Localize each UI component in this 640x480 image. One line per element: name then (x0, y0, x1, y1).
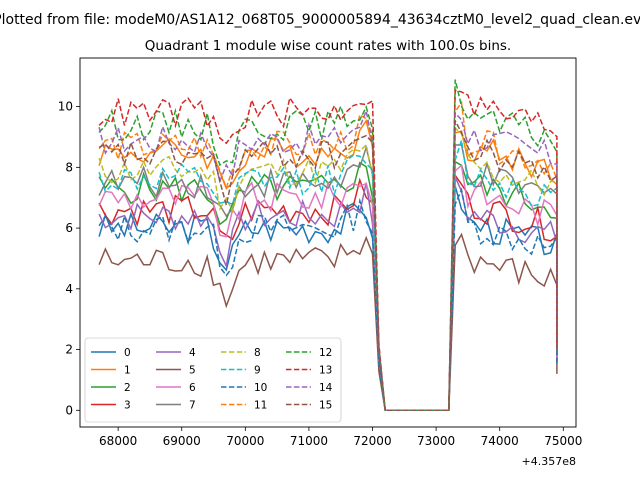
series-line-14 (98, 108, 558, 412)
series-line-0 (98, 185, 558, 412)
legend-label-1: 1 (124, 365, 131, 377)
legend-label-3: 3 (124, 400, 131, 412)
series-line-1 (98, 118, 558, 412)
x-tick-label: 72000 (353, 434, 391, 448)
series-lines (98, 79, 558, 412)
legend-label-14: 14 (319, 382, 333, 394)
legend-label-5: 5 (189, 365, 196, 377)
legend-label-2: 2 (124, 382, 131, 394)
y-tick-label: 10 (58, 100, 73, 114)
x-axis: 68000 69000 70000 71000 72000 73000 74000 75000 (99, 427, 582, 448)
x-tick-label: 71000 (290, 434, 328, 448)
legend-label-6: 6 (189, 382, 196, 394)
x-tick-label: 70000 (226, 434, 264, 448)
series-line-5 (98, 232, 558, 412)
legend-label-13: 13 (319, 365, 332, 377)
x-tick-label: 73000 (417, 434, 455, 448)
series-line-10 (98, 187, 558, 412)
y-tick-label: 8 (65, 160, 73, 174)
legend-box (84, 337, 342, 423)
legend-label-9: 9 (254, 365, 261, 377)
x-axis-offset-label: +4.357e8 (522, 455, 576, 468)
chart-title: Quadrant 1 module wise count rates with … (145, 38, 511, 54)
series-line-4 (98, 176, 558, 412)
figure-suptitle: Plotted from file: modeM0/AS1A12_068T05_… (0, 12, 640, 28)
series-line-3 (98, 173, 558, 412)
legend-label-0: 0 (124, 347, 131, 359)
x-tick-label: 68000 (99, 434, 137, 448)
legend-label-4: 4 (189, 347, 196, 359)
x-tick-label: 74000 (481, 434, 519, 448)
series-line-15 (98, 120, 558, 412)
y-tick-label: 2 (65, 343, 73, 357)
legend-label-12: 12 (319, 347, 332, 359)
series-line-8 (98, 126, 558, 412)
y-tick-label: 0 (65, 403, 73, 417)
legend-label-11: 11 (254, 400, 267, 412)
legend-label-7: 7 (189, 400, 196, 412)
series-line-2 (98, 160, 558, 412)
series-line-6 (98, 163, 558, 412)
plot-area-frame (79, 57, 577, 428)
series-line-13 (98, 89, 558, 412)
y-axis: 0 2 4 6 8 10 (58, 100, 80, 417)
legend-label-8: 8 (254, 347, 261, 359)
y-tick-label: 4 (65, 282, 73, 296)
legend-label-15: 15 (319, 400, 332, 412)
series-line-9 (98, 140, 558, 412)
x-tick-label: 69000 (163, 434, 201, 448)
x-tick-label: 75000 (544, 434, 582, 448)
y-tick-label: 6 (65, 221, 73, 235)
legend-label-10: 10 (254, 382, 267, 394)
